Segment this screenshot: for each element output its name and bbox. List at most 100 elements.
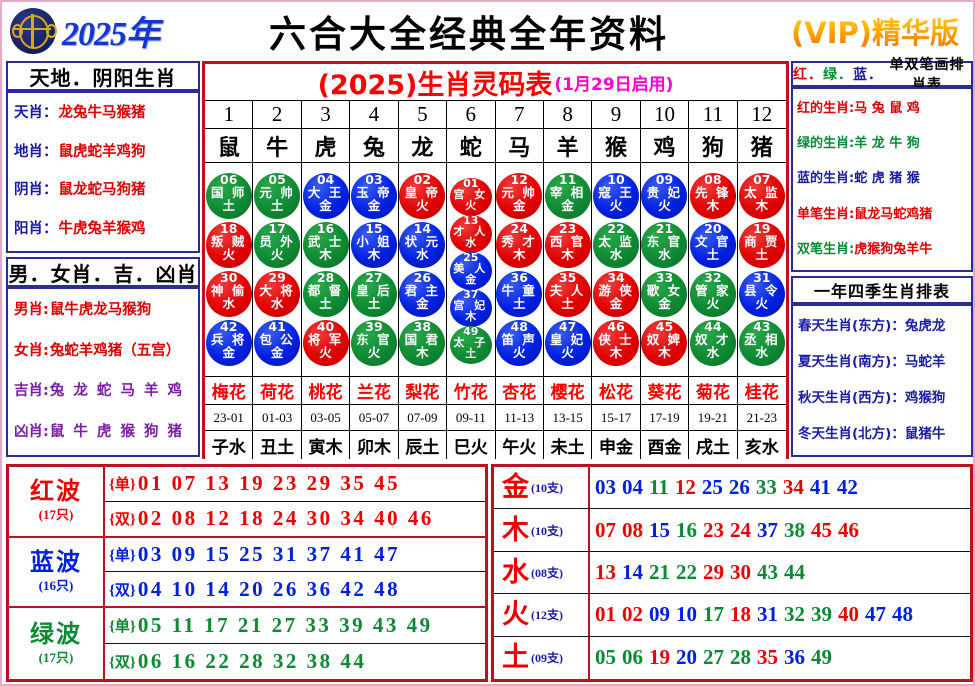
number-ball[interactable]: 31 县 令火 <box>738 270 785 317</box>
number-ball[interactable]: 14 状 元水 <box>399 221 446 268</box>
number-ball[interactable]: 46 侠 士木 <box>593 319 640 366</box>
number-ball[interactable]: 23 西 官木 <box>544 221 591 268</box>
number-ball[interactable]: 48 笛 声火 <box>496 319 543 366</box>
number-ball[interactable]: 28 都 督土 <box>302 270 349 317</box>
number-ball[interactable]: 39 东 官火 <box>350 319 397 366</box>
element-number[interactable]: 17 <box>703 602 724 627</box>
number-ball[interactable]: 35 夫 人土 <box>544 270 591 317</box>
element-number[interactable]: 44 <box>784 559 805 584</box>
number-ball[interactable]: 08 先 锋木 <box>689 172 736 219</box>
number-ball[interactable]: 24 秀 才木 <box>496 221 543 268</box>
number-ball[interactable]: 03 玉 帝金 <box>350 172 397 219</box>
number-ball[interactable]: 16 武 士木 <box>302 221 349 268</box>
number-ball[interactable]: 41 包 公金 <box>254 319 301 366</box>
number-ball[interactable]: 37 宫 妃木 <box>449 289 492 327</box>
number-ball[interactable]: 04 大 王金 <box>302 172 349 219</box>
element-number[interactable]: 48 <box>892 602 913 627</box>
element-number[interactable]: 28 <box>730 645 751 670</box>
number-ball[interactable]: 38 国 君木 <box>399 319 446 366</box>
number-ball[interactable]: 12 元 帅金 <box>496 172 543 219</box>
element-number[interactable]: 41 <box>809 475 831 500</box>
element-number[interactable]: 16 <box>676 517 697 542</box>
number-ball[interactable]: 32 管 家火 <box>689 270 736 317</box>
number-ball[interactable]: 30 神 偷水 <box>205 270 252 317</box>
element-number[interactable]: 32 <box>784 602 805 627</box>
number-ball[interactable]: 22 太 监水 <box>593 221 640 268</box>
number-ball[interactable]: 05 元 帅土 <box>254 172 301 219</box>
element-number[interactable]: 37 <box>757 517 778 542</box>
element-number[interactable]: 39 <box>811 602 832 627</box>
number-ball[interactable]: 21 东 官水 <box>641 221 688 268</box>
element-number[interactable]: 24 <box>730 517 751 542</box>
element-number[interactable]: 11 <box>649 475 669 500</box>
number-ball[interactable]: 26 君 主金 <box>399 270 446 317</box>
element-number[interactable]: 42 <box>836 475 858 500</box>
element-number[interactable]: 07 <box>595 517 616 542</box>
number-ball[interactable]: 25 美 人金 <box>449 252 492 290</box>
element-number[interactable]: 14 <box>622 559 643 584</box>
number-ball[interactable]: 27 皇 后土 <box>350 270 397 317</box>
element-number[interactable]: 20 <box>676 645 697 670</box>
number-ball[interactable]: 07 太 监木 <box>738 172 785 219</box>
element-number[interactable]: 18 <box>730 602 751 627</box>
element-number[interactable]: 47 <box>865 602 886 627</box>
number-ball[interactable]: 43 丞 相水 <box>738 319 785 366</box>
number-ball[interactable]: 44 奴 才水 <box>689 319 736 366</box>
element-number[interactable]: 25 <box>701 475 723 500</box>
element-number[interactable]: 36 <box>784 645 805 670</box>
element-number[interactable]: 03 <box>595 475 616 500</box>
element-number[interactable]: 02 <box>622 602 643 627</box>
element-number[interactable]: 08 <box>622 517 643 542</box>
element-number[interactable]: 10 <box>676 602 697 627</box>
number-ball[interactable]: 01 宫 女火 <box>449 178 492 216</box>
element-number[interactable]: 35 <box>757 645 778 670</box>
element-number[interactable]: 19 <box>649 645 670 670</box>
element-number[interactable]: 33 <box>755 475 777 500</box>
element-number[interactable]: 27 <box>703 645 724 670</box>
number-ball[interactable]: 11 宰 相金 <box>544 172 591 219</box>
element-number[interactable]: 05 <box>595 645 616 670</box>
element-number[interactable]: 15 <box>649 517 670 542</box>
number-ball[interactable]: 06 国 师土 <box>205 172 252 219</box>
number-ball[interactable]: 47 皇 妃火 <box>544 319 591 366</box>
element-number[interactable]: 31 <box>757 602 778 627</box>
element-number[interactable]: 21 <box>649 559 670 584</box>
element-number[interactable]: 30 <box>730 559 751 584</box>
number-ball[interactable]: 36 牛 童土 <box>496 270 543 317</box>
element-number[interactable]: 22 <box>676 559 697 584</box>
element-number[interactable]: 49 <box>811 645 832 670</box>
element-number[interactable]: 26 <box>728 475 750 500</box>
number-ball[interactable]: 02 皇 帝火 <box>399 172 446 219</box>
number-ball[interactable]: 09 贵 妃火 <box>641 172 688 219</box>
element-number[interactable]: 09 <box>649 602 670 627</box>
ball-element: 水 <box>706 344 720 360</box>
element-number[interactable]: 01 <box>595 602 616 627</box>
number-ball[interactable]: 15 小 姐木 <box>350 221 397 268</box>
element-number[interactable]: 06 <box>622 645 643 670</box>
element-number[interactable]: 38 <box>784 517 805 542</box>
element-number[interactable]: 34 <box>782 475 804 500</box>
element-number[interactable]: 43 <box>757 559 778 584</box>
number-ball[interactable]: 19 商 贾土 <box>738 221 785 268</box>
element-number[interactable]: 45 <box>811 517 832 542</box>
element-number[interactable]: 29 <box>703 559 724 584</box>
element-number[interactable]: 13 <box>595 559 616 584</box>
element-number[interactable]: 46 <box>838 517 859 542</box>
element-number[interactable]: 04 <box>622 475 643 500</box>
number-ball[interactable]: 18 叛 贼火 <box>205 221 252 268</box>
number-ball[interactable]: 40 将 军火 <box>302 319 349 366</box>
element-number[interactable]: 40 <box>838 602 859 627</box>
number-ball[interactable]: 29 大 将水 <box>254 270 301 317</box>
number-ball[interactable]: 42 兵 将金 <box>205 319 252 366</box>
number-ball[interactable]: 45 奴 婢木 <box>641 319 688 366</box>
element-number[interactable]: 23 <box>703 517 724 542</box>
number-ball[interactable]: 17 员 外火 <box>254 221 301 268</box>
number-ball[interactable]: 13 才 人水 <box>449 215 492 253</box>
number-ball[interactable]: 10 寇 王火 <box>593 172 640 219</box>
number-ball[interactable]: 49 太 子土 <box>449 326 492 364</box>
element-number[interactable]: 12 <box>674 475 696 500</box>
number-ball[interactable]: 33 歌 女金 <box>641 270 688 317</box>
wave-group: 蓝波 (16只) {单} 03 09 15 25 31 37 41 47 {双} 04 1… <box>9 537 485 609</box>
number-ball[interactable]: 20 文 官土 <box>689 221 736 268</box>
number-ball[interactable]: 34 游 侠金 <box>593 270 640 317</box>
